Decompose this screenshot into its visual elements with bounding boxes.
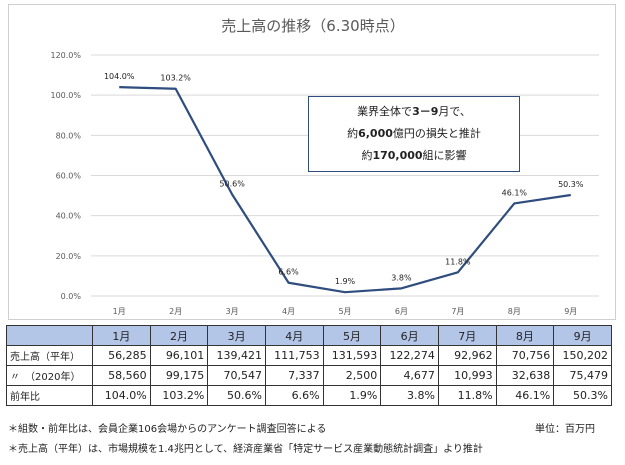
row-label: 前年比 — [6, 385, 93, 406]
x-tick-label: 6月 — [395, 307, 408, 316]
table-cell: 3.8% — [380, 385, 439, 406]
table-cell: 131,593 — [322, 345, 382, 366]
table-cell: 70,547 — [207, 365, 266, 386]
x-tick-label: 8月 — [508, 307, 521, 316]
data-label: 103.2% — [160, 74, 191, 83]
data-label: 104.0% — [104, 72, 135, 81]
table-cell: 58,560 — [92, 365, 151, 386]
table-cell: 4,677 — [380, 365, 439, 386]
table-row: 〃 （2020年） 58,560 99,175 70,547 7,337 2,5… — [6, 365, 612, 386]
table-row: 売上高（平年） 56,285 96,101 139,421 111,753 13… — [6, 345, 612, 366]
y-tick-label: 100.0% — [50, 91, 81, 100]
table-cell: 1.9% — [322, 385, 382, 406]
table-cell: 122,274 — [380, 345, 439, 366]
table-cell: 2,500 — [322, 365, 382, 386]
table-cell: 11.8% — [437, 385, 497, 406]
series-line — [119, 86, 571, 294]
table-cell: 99,175 — [149, 365, 209, 386]
x-tick-label: 7月 — [451, 307, 464, 316]
table-header-cell: 7月 — [437, 325, 497, 346]
y-tick-label: 0.0% — [61, 292, 82, 301]
data-label: 1.9% — [335, 277, 356, 286]
y-tick-label: 40.0% — [56, 212, 82, 221]
table-cell: 50.6% — [207, 385, 266, 406]
table-header-cell: 4月 — [264, 325, 324, 346]
table-cell: 32,638 — [495, 365, 555, 386]
table-corner-cell — [6, 325, 93, 346]
table-cell: 10,993 — [437, 365, 497, 386]
table-cell: 150,202 — [553, 345, 612, 366]
row-label: 〃 （2020年） — [6, 365, 93, 386]
x-tick-label: 1月 — [113, 307, 126, 316]
data-table: 1月 2月 3月 4月 5月 6月 7月 8月 9月 売上高（平年） 56,28… — [6, 325, 612, 406]
table-cell: 70,756 — [495, 345, 555, 366]
chart-frame: 売上高の推移（6.30時点） 0.0% 20.0% 40.0% 60.0% 80.0% 1… — [8, 4, 616, 320]
table-header-cell: 6月 — [380, 325, 439, 346]
data-label: 50.6% — [219, 179, 245, 188]
footnote-estimate-source: ＊売上高（平年）は、市場規模を1.4兆円として、経済産業省「特定サービス産業動態… — [8, 444, 483, 455]
line-chart: 0.0% 20.0% 40.0% 60.0% 80.0% 100.0% 120.0% 1月 2月… — [50, 51, 599, 316]
x-tick-label: 3月 — [226, 307, 239, 316]
data-label: 3.8% — [391, 273, 412, 282]
table-cell: 104.0% — [92, 385, 151, 406]
x-tick-label: 2月 — [169, 307, 182, 316]
data-label: 50.3% — [558, 180, 584, 189]
annotation-line-1: 業界全体で3－9月で、 — [357, 105, 471, 118]
table-cell: 7,337 — [264, 365, 324, 386]
x-tick-label: 4月 — [282, 307, 295, 316]
y-tick-label: 80.0% — [56, 131, 82, 140]
y-tick-label: 60.0% — [56, 172, 82, 181]
annotation-box: 業界全体で3－9月で、 約6,000億円の損失と推計 約170,000組に影響 — [308, 96, 520, 172]
table-cell: 46.1% — [495, 385, 555, 406]
chart-title: 売上高の推移（6.30時点） — [221, 17, 405, 35]
data-label: 11.8% — [445, 257, 471, 266]
y-tick-label: 20.0% — [56, 252, 82, 261]
annotation-line-3: 約170,000組に影響 — [361, 149, 467, 162]
table-header-cell: 5月 — [322, 325, 382, 346]
table-cell: 139,421 — [207, 345, 266, 366]
table-header-cell: 2月 — [149, 325, 209, 346]
table-cell: 75,479 — [553, 365, 612, 386]
table-cell: 96,101 — [149, 345, 209, 366]
annotation-line-2: 約6,000億円の損失と推計 — [347, 127, 481, 140]
table-cell: 103.2% — [149, 385, 209, 406]
table-header-cell: 8月 — [495, 325, 555, 346]
row-label: 売上高（平年） — [6, 345, 93, 366]
y-tick-label: 120.0% — [50, 51, 81, 60]
x-tick-label: 9月 — [564, 307, 577, 316]
table-cell: 92,962 — [437, 345, 497, 366]
table-header-cell: 1月 — [92, 325, 151, 346]
table-header-cell: 3月 — [207, 325, 266, 346]
unit-note: 単位：百万円 — [535, 424, 595, 435]
table-header-cell: 9月 — [553, 325, 612, 346]
table-row: 前年比 104.0% 103.2% 50.6% 6.6% 1.9% 3.8% 1… — [6, 385, 612, 406]
data-label: 6.6% — [278, 268, 299, 277]
table-header-row: 1月 2月 3月 4月 5月 6月 7月 8月 9月 — [6, 325, 612, 346]
table-cell: 6.6% — [264, 385, 324, 406]
table-cell: 50.3% — [553, 385, 612, 406]
table-cell: 111,753 — [264, 345, 324, 366]
table-cell: 56,285 — [92, 345, 151, 366]
x-tick-label: 5月 — [338, 307, 351, 316]
footnote-respondents: ＊組数・前年比は、会員企業106会場からのアンケート調査回答による — [8, 424, 327, 435]
data-label: 46.1% — [502, 188, 528, 197]
